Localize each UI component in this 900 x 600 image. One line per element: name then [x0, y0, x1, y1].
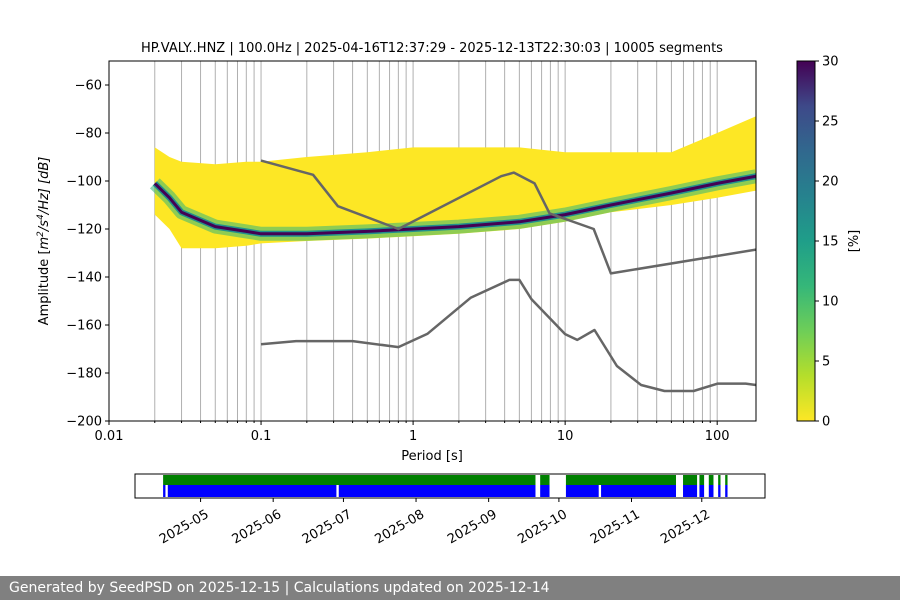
timeline-tick-label: 2025-08 — [372, 507, 427, 547]
timeline-tick-label: 2025-11 — [588, 507, 643, 547]
chart-title: HP.VALY..HNZ | 100.0Hz | 2025-04-16T12:3… — [141, 41, 723, 56]
colorbar-label: [%] — [847, 230, 862, 253]
footer-text: Generated by SeedPSD on 2025-12-15 | Cal… — [9, 580, 550, 596]
data-available-segment — [718, 475, 721, 485]
colorbar-tick-label: 20 — [822, 175, 839, 190]
x-tick-label: 0.01 — [95, 429, 124, 444]
y-tick-label: −180 — [66, 367, 102, 382]
psd-used-segment — [163, 485, 166, 497]
y-tick-label: −140 — [66, 271, 102, 286]
data-available-segment — [699, 475, 705, 485]
psd-used-segment — [683, 485, 698, 497]
x-tick-label: 10 — [557, 429, 574, 444]
timeline-tick-label: 2025-10 — [515, 507, 570, 547]
y-tick-label: −160 — [66, 319, 102, 334]
psd-density-band — [149, 116, 756, 249]
y-axis-label: Amplitude [m2/s4/Hz] [dB] — [36, 157, 52, 326]
psd-envelope — [154, 116, 756, 249]
psd-used-segment — [725, 485, 728, 497]
psd-used-segment — [565, 485, 599, 497]
noise-model-lines — [260, 159, 756, 393]
x-gridlines — [108, 61, 718, 421]
timeline-tick-label: 2025-07 — [300, 507, 355, 547]
data-available-segment — [163, 475, 536, 485]
timeline-tick-label: 2025-09 — [445, 507, 500, 547]
timeline-ticks: 2025-05 2025-06 2025-07 2025-08 2025-09 2025-… — [157, 498, 713, 547]
y-tick-label: −200 — [66, 415, 102, 430]
psd-used-segment — [718, 485, 721, 497]
colorbar-tick-label: 10 — [822, 295, 839, 310]
x-tick-label: 0.1 — [251, 429, 272, 444]
footer-bar: Generated by SeedPSD on 2025-12-15 | Cal… — [0, 576, 900, 600]
y-tick-label: −60 — [75, 79, 102, 94]
y-tick-label: −100 — [66, 175, 102, 190]
timeline-tick-label: 2025-06 — [230, 507, 285, 547]
data-available-segment — [725, 475, 728, 485]
colorbar-tick-label: 0 — [822, 415, 830, 430]
psd-figure: HP.VALY..HNZ | 100.0Hz | 2025-04-16T12:3… — [36, 41, 862, 547]
psd-used-segment — [708, 485, 714, 497]
x-tick-label: 1 — [409, 429, 417, 444]
y-tick-label: −120 — [66, 223, 102, 238]
colorbar-tick-label: 5 — [822, 355, 830, 370]
plot-frame — [108, 60, 757, 422]
timeline-tick-label: 2025-05 — [157, 507, 212, 547]
y-axis-ticks: −60 −80 −100 −120 −140 −160 −180 −200 — [66, 79, 109, 430]
data-available-segment — [708, 475, 714, 485]
psd-used-segment — [338, 485, 536, 497]
psd-used-segment — [167, 485, 337, 497]
data-available-segment — [565, 475, 677, 485]
x-tick-label: 100 — [705, 429, 730, 444]
high-noise-model-line — [260, 159, 756, 275]
psd-used-segment — [699, 485, 705, 497]
psd-used-segment — [540, 485, 550, 497]
timeline-tick-label: 2025-12 — [658, 507, 713, 547]
colorbar — [796, 60, 816, 422]
colorbar-tick-label: 30 — [822, 55, 839, 70]
psd-used-segment — [601, 485, 677, 497]
psd-mode-line — [153, 174, 756, 236]
y-tick-label: −80 — [75, 127, 102, 142]
colorbar-ticks: 0 5 10 15 20 25 30 — [815, 55, 839, 430]
data-available-segment — [683, 475, 698, 485]
x-axis-ticks: 0.01 0.1 1 10 100 — [95, 421, 730, 444]
colorbar-tick-label: 15 — [822, 235, 839, 250]
colorbar-tick-label: 25 — [822, 115, 839, 130]
x-axis-label: Period [s] — [401, 449, 463, 464]
data-availability-timeline — [163, 475, 728, 497]
low-noise-model-line — [260, 278, 756, 393]
data-available-segment — [540, 475, 550, 485]
